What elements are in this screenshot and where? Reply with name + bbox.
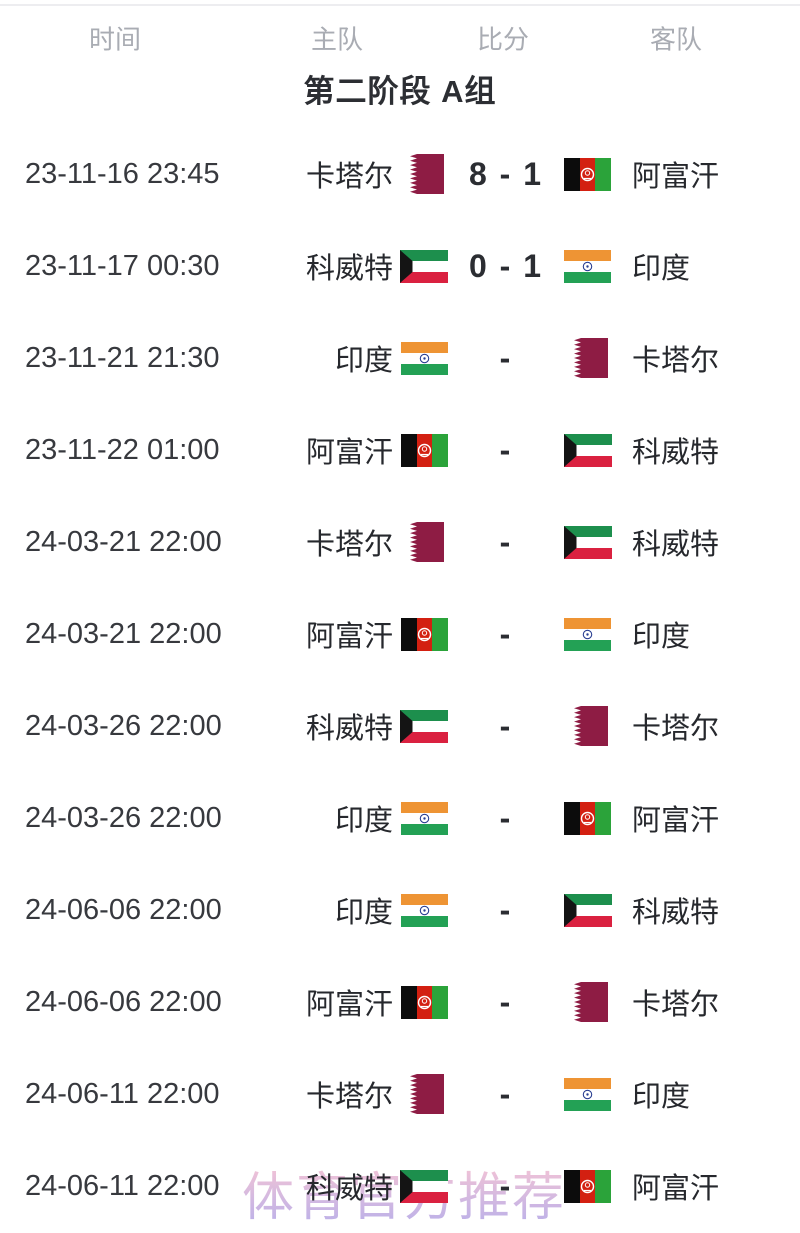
- away-team-name: 科威特: [632, 529, 720, 561]
- match-time: 23-11-21 21:30: [25, 341, 220, 374]
- away-team-name: 科威特: [632, 437, 720, 469]
- match-time: 24-06-06 22:00: [25, 893, 222, 926]
- kuwait-flag-icon: [393, 1169, 455, 1203]
- home-team-name: 阿富汗: [305, 989, 393, 1021]
- table-header: 时间 主队 比分 客队: [0, 16, 800, 60]
- afghanistan-flag-icon: [557, 801, 618, 835]
- india-flag-icon: [393, 893, 455, 927]
- qatar-flag-icon: [557, 338, 618, 378]
- group-title: 第二阶段 A组: [303, 73, 497, 109]
- match-row[interactable]: 24-03-26 22:00 科威特 - 卡塔尔: [0, 680, 800, 772]
- away-team-name: 卡塔尔: [632, 989, 720, 1021]
- header-score: 比分: [476, 24, 530, 55]
- away-team-name: 印度: [632, 1081, 691, 1113]
- kuwait-flag-icon: [393, 709, 455, 743]
- match-time: 24-03-26 22:00: [25, 709, 222, 742]
- match-score: 8 - 1: [468, 155, 544, 192]
- match-time: 24-06-11 22:00: [25, 1077, 220, 1110]
- afghanistan-flag-icon: [393, 433, 455, 467]
- match-time: 24-03-21 22:00: [25, 617, 222, 650]
- home-team-name: 印度: [334, 897, 393, 929]
- top-divider: [0, 4, 800, 6]
- qatar-flag-icon: [557, 982, 618, 1022]
- afghanistan-flag-icon: [557, 1169, 618, 1203]
- match-score: -: [499, 799, 513, 836]
- match-time: 23-11-22 01:00: [25, 433, 220, 466]
- india-flag-icon: [557, 617, 618, 651]
- match-score: -: [499, 707, 513, 744]
- match-score: -: [499, 431, 513, 468]
- home-team-name: 卡塔尔: [305, 529, 393, 561]
- india-flag-icon: [393, 801, 455, 835]
- qatar-flag-icon: [393, 522, 455, 562]
- match-score: -: [499, 523, 513, 560]
- home-team-name: 卡塔尔: [305, 161, 393, 193]
- away-team-name: 阿富汗: [632, 1173, 720, 1205]
- away-team-name: 印度: [632, 621, 691, 653]
- away-team-name: 阿富汗: [632, 161, 720, 193]
- match-score: -: [499, 615, 513, 652]
- afghanistan-flag-icon: [393, 985, 455, 1019]
- match-row[interactable]: 24-03-21 22:00 阿富汗 - 印度: [0, 588, 800, 680]
- match-row[interactable]: 24-06-06 22:00 阿富汗 - 卡塔尔: [0, 956, 800, 1048]
- header-time: 时间: [88, 24, 142, 55]
- match-row[interactable]: 24-03-26 22:00 印度 - 阿富汗: [0, 772, 800, 864]
- match-time: 24-06-06 22:00: [25, 985, 222, 1018]
- qatar-flag-icon: [393, 154, 455, 194]
- match-score: -: [499, 1167, 513, 1204]
- away-team-name: 卡塔尔: [632, 713, 720, 745]
- kuwait-flag-icon: [557, 433, 618, 467]
- kuwait-flag-icon: [393, 249, 455, 283]
- header-away: 客队: [649, 24, 703, 55]
- away-team-name: 阿富汗: [632, 805, 720, 837]
- kuwait-flag-icon: [557, 525, 618, 559]
- match-row[interactable]: 23-11-16 23:45 卡塔尔 8 - 1 阿富汗: [0, 128, 800, 220]
- home-team-name: 卡塔尔: [305, 1081, 393, 1113]
- india-flag-icon: [557, 1077, 618, 1111]
- header-home: 主队: [310, 24, 364, 55]
- afghanistan-flag-icon: [557, 157, 618, 191]
- match-score: -: [499, 891, 513, 928]
- match-row[interactable]: 23-11-21 21:30 印度 - 卡塔尔: [0, 312, 800, 404]
- home-team-name: 科威特: [305, 253, 393, 285]
- home-team-name: 印度: [334, 805, 393, 837]
- india-flag-icon: [557, 249, 618, 283]
- match-list: 23-11-16 23:45 卡塔尔 8 - 1 阿富汗 23-11-17 00…: [0, 128, 800, 1232]
- qatar-flag-icon: [393, 1074, 455, 1114]
- match-score: 0 - 1: [468, 247, 544, 284]
- away-team-name: 科威特: [632, 897, 720, 929]
- away-team-name: 印度: [632, 253, 691, 285]
- home-team-name: 阿富汗: [305, 437, 393, 469]
- match-row[interactable]: 23-11-17 00:30 科威特 0 - 1 印度: [0, 220, 800, 312]
- match-row[interactable]: 24-06-06 22:00 印度 - 科威特: [0, 864, 800, 956]
- home-team-name: 科威特: [305, 713, 393, 745]
- qatar-flag-icon: [557, 706, 618, 746]
- match-row[interactable]: 24-06-11 22:00 卡塔尔 - 印度: [0, 1048, 800, 1140]
- home-team-name: 阿富汗: [305, 621, 393, 653]
- match-time: 24-03-21 22:00: [25, 525, 222, 558]
- match-row[interactable]: 24-03-21 22:00 卡塔尔 - 科威特: [0, 496, 800, 588]
- home-team-name: 科威特: [305, 1173, 393, 1205]
- match-row[interactable]: 23-11-22 01:00 阿富汗 - 科威特: [0, 404, 800, 496]
- away-team-name: 卡塔尔: [632, 345, 720, 377]
- match-score: -: [499, 339, 513, 376]
- match-row[interactable]: 24-06-11 22:00 科威特 - 阿富汗: [0, 1140, 800, 1232]
- match-time: 23-11-16 23:45: [25, 157, 220, 190]
- india-flag-icon: [393, 341, 455, 375]
- kuwait-flag-icon: [557, 893, 618, 927]
- match-time: 24-03-26 22:00: [25, 801, 222, 834]
- match-score: -: [499, 1075, 513, 1112]
- match-time: 24-06-11 22:00: [25, 1169, 220, 1202]
- match-score: -: [499, 983, 513, 1020]
- afghanistan-flag-icon: [393, 617, 455, 651]
- home-team-name: 印度: [334, 345, 393, 377]
- match-time: 23-11-17 00:30: [25, 249, 220, 282]
